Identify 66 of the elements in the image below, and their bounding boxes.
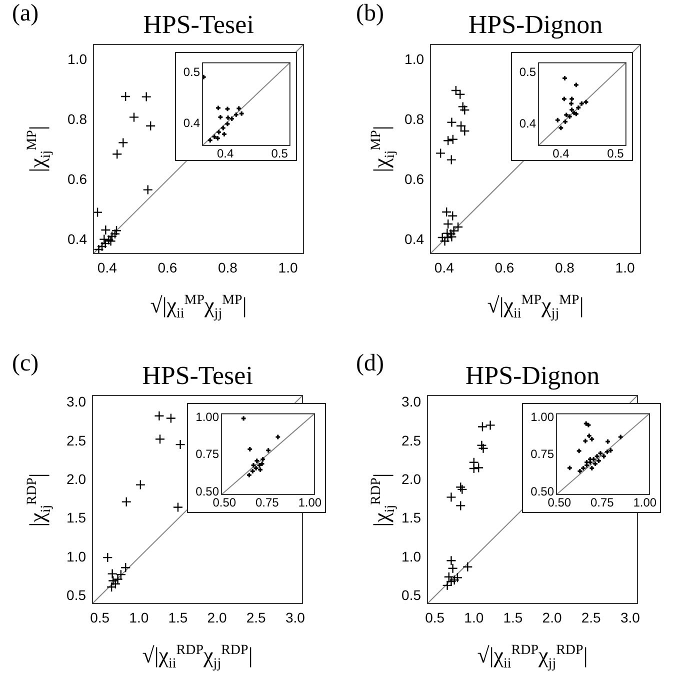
y-tick-label: 0.8	[68, 110, 88, 127]
x-tick-label: 1.00	[633, 496, 657, 510]
y-tick-label: 1.0	[404, 50, 424, 67]
x-tick-label: 3.0	[285, 609, 306, 626]
y-tick-label: 0.6	[68, 170, 88, 187]
x-tick-label: 1.0	[464, 609, 484, 626]
y-tick-label: 2.5	[66, 432, 86, 448]
x-tick-label: 0.8	[555, 259, 575, 276]
x-tick-label: 1.0	[615, 259, 635, 276]
y-tick-label: 2.5	[402, 432, 422, 448]
y-tick-label: 1.5	[402, 510, 422, 526]
x-tick-label: 1.0	[278, 259, 298, 276]
x-tick-label: 0.50	[212, 496, 236, 510]
y-tick-label: 2.0	[402, 471, 422, 488]
x-tick-label: 0.6	[494, 259, 514, 276]
chart-title: HPS-Tesei	[143, 10, 254, 39]
x-tick-label: 0.4	[216, 146, 234, 161]
y-tick-label: 0.75	[530, 447, 554, 462]
x-axis-title: √|χ$_{ii}$$^{RDP}$χ$_{jj}$$^{RDP}$|	[477, 642, 588, 672]
text: (a)	[12, 0, 39, 26]
y-tick-label: 1.0	[68, 50, 88, 67]
x-tick-label: 3.0	[620, 609, 640, 626]
y-tick-label: 0.8	[404, 110, 424, 127]
x-tick-label: 0.5	[271, 146, 288, 161]
y-tick-label: 1.5	[66, 510, 86, 526]
y-tick-label: 0.4	[68, 230, 88, 247]
x-tick-label: 1.5	[503, 609, 523, 626]
chart-title: HPS-Tesei	[142, 360, 253, 390]
x-tick-label: 0.4	[434, 259, 454, 276]
x-tick-label: 0.5	[607, 146, 624, 161]
x-tick-label: 0.5	[425, 609, 445, 626]
chart-title: HPS-Dignon	[468, 10, 603, 39]
x-tick-label: 1.0	[129, 609, 149, 626]
x-tick-label: 2.5	[581, 609, 602, 626]
x-tick-label: 0.50	[548, 496, 572, 510]
text: (d)	[356, 350, 384, 376]
x-tick-label: 1.5	[168, 609, 188, 626]
x-tick-label: 2.5	[246, 609, 266, 626]
y-tick-label: 1.00	[530, 410, 554, 424]
x-tick-label: 0.75	[590, 496, 614, 510]
x-tick-label: 0.4	[97, 259, 118, 276]
y-tick-label: 0.50	[530, 484, 554, 498]
x-tick-label: 0.4	[552, 146, 570, 161]
y-tick-label: 1.00	[196, 410, 220, 424]
y-tick-label: 0.50	[196, 484, 220, 498]
x-tick-label: 1.00	[298, 496, 322, 510]
y-tick-label: 0.4	[404, 230, 424, 247]
x-tick-label: 0.6	[158, 259, 178, 276]
y-tick-label: 3.0	[402, 394, 422, 410]
x-axis-title: √|χ$_{ii}$$^{RDP}$χ$_{jj}$$^{RDP}$|	[142, 642, 253, 672]
y-tick-label: 2.0	[66, 471, 86, 488]
x-tick-label: 0.75	[255, 496, 280, 510]
text: (b)	[356, 0, 384, 26]
y-tick-label: 0.6	[404, 170, 424, 187]
y-tick-label: 0.5	[66, 587, 86, 604]
y-tick-label: 1.0	[66, 548, 86, 564]
x-axis-title: √|χ$_{ii}$$^{MP}$χ$_{jj}$$^{MP}$|	[487, 292, 584, 322]
text: (c)	[12, 350, 39, 376]
y-tick-label: 1.0	[402, 548, 422, 564]
y-tick-label: 0.5	[402, 587, 422, 604]
x-axis-title: √|χ$_{ii}$$^{MP}$χ$_{jj}$$^{MP}$|	[150, 292, 247, 322]
x-tick-label: 0.5	[90, 609, 110, 626]
x-tick-label: 0.8	[218, 259, 238, 276]
chart-title: HPS-Dignon	[465, 360, 600, 390]
y-tick-label: 0.75	[196, 447, 220, 462]
y-tick-label: 3.0	[66, 394, 86, 410]
